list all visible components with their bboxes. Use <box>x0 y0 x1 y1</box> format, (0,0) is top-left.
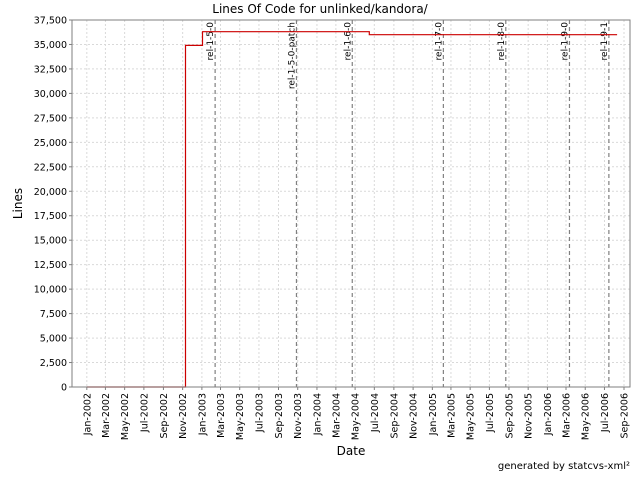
x-tick-label: Mar-2002 <box>101 393 112 438</box>
loc-series-line <box>86 31 618 388</box>
y-tick-label: 30,000 <box>34 89 67 100</box>
x-tick-label: Nov-2002 <box>178 393 189 439</box>
x-tick-label: Jul-2003 <box>254 393 265 433</box>
release-marker-label: rel-1-9-0 <box>560 22 570 61</box>
y-tick-label: 27,500 <box>34 113 67 124</box>
release-marker-label: rel-1-6-0 <box>343 22 353 61</box>
y-tick-label: 12,500 <box>34 260 67 271</box>
y-tick-label: 32,500 <box>34 64 67 75</box>
x-tick-label: Mar-2006 <box>562 393 573 438</box>
x-tick-label: Jul-2004 <box>370 393 381 433</box>
y-tick-label: 37,500 <box>34 16 67 27</box>
release-marker-label: rel-1-5-0-patch <box>287 22 297 89</box>
x-tick-label: Jan-2002 <box>82 393 93 436</box>
x-tick-label: Jan-2003 <box>197 393 208 436</box>
release-marker-label: rel-1-7-0 <box>434 22 444 61</box>
x-tick-label: Sep-2004 <box>389 393 400 439</box>
y-tick-label: 2,500 <box>40 358 67 369</box>
x-tick-label: Jul-2002 <box>139 393 150 433</box>
series-layer <box>86 31 618 388</box>
y-tick-label: 35,000 <box>34 40 67 51</box>
x-axis-label: Date <box>337 444 366 458</box>
x-tick-label: May-2002 <box>120 393 131 440</box>
x-tick-label: May-2004 <box>351 393 362 440</box>
x-tick-label: Mar-2004 <box>331 393 342 438</box>
x-tick-label: Jul-2006 <box>600 393 611 433</box>
y-tick-label: 22,500 <box>34 162 67 173</box>
x-tick-label: Sep-2003 <box>274 393 285 439</box>
x-tick-label: Mar-2005 <box>446 393 457 438</box>
x-tick-label: Sep-2005 <box>504 393 515 439</box>
y-tick-label: 20,000 <box>34 187 67 198</box>
x-tick-label: Nov-2003 <box>293 393 304 439</box>
y-tick-label: 25,000 <box>34 138 67 149</box>
y-tick-label: 0 <box>61 383 67 394</box>
release-marker-label: rel-1-9-1 <box>600 22 610 60</box>
y-tick-label: 5,000 <box>40 334 67 345</box>
x-axis: Jan-2002 Mar-2002 May-2002 Jul-2002 Sep-2002… <box>82 387 631 440</box>
y-tick-label: 7,500 <box>40 309 67 320</box>
x-tick-label: Sep-2006 <box>620 393 631 439</box>
y-tick-label: 15,000 <box>34 236 67 247</box>
release-marker-label: rel-1-8-0 <box>497 22 507 61</box>
grid-lines <box>72 19 630 388</box>
y-tick-label: 17,500 <box>34 211 67 222</box>
x-tick-label: Sep-2002 <box>159 393 170 439</box>
y-axis-label: Lines <box>11 188 25 219</box>
x-tick-label: May-2003 <box>235 393 246 440</box>
generated-by-footer: generated by statcvs-xml² <box>497 461 630 472</box>
release-markers: rel-1-5-0 rel-1-5-0-patch rel-1-6-0 rel-1-7… <box>206 20 610 387</box>
release-marker-label: rel-1-5-0 <box>206 22 216 61</box>
x-tick-label: Jan-2004 <box>312 393 323 436</box>
x-tick-label: Nov-2004 <box>409 393 420 439</box>
x-tick-label: May-2006 <box>581 393 592 440</box>
x-tick-label: Jul-2005 <box>485 393 496 433</box>
x-tick-label: May-2005 <box>466 393 477 440</box>
x-tick-label: Mar-2003 <box>216 393 227 438</box>
chart-title: Lines Of Code for unlinked/kandora/ <box>212 2 428 16</box>
x-tick-label: Nov-2005 <box>524 393 535 439</box>
y-tick-label: 10,000 <box>34 285 67 296</box>
plot-frame <box>71 19 631 388</box>
y-axis: 0 2,500 5,000 7,500 10,000 12,500 15,000 17,500… <box>34 16 72 394</box>
x-tick-label: Jan-2006 <box>543 393 554 436</box>
x-tick-label: Jan-2005 <box>428 393 439 436</box>
